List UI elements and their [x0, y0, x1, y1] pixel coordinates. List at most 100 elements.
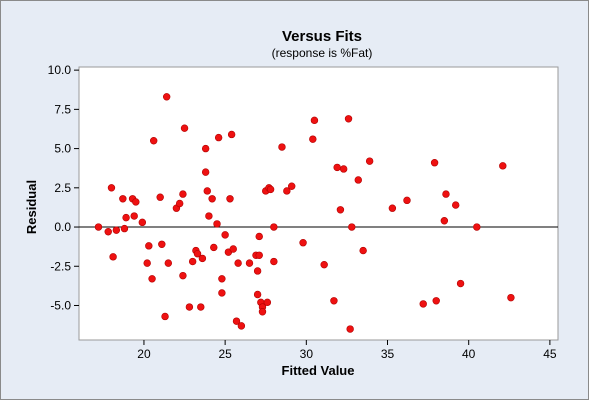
- y-tick-label: -2.5: [50, 259, 71, 273]
- data-point: [309, 135, 317, 143]
- data-point: [132, 198, 140, 206]
- y-tick-label: -5.0: [50, 298, 71, 312]
- data-point: [234, 259, 242, 267]
- data-point: [185, 303, 194, 311]
- x-tick-label: 35: [381, 347, 395, 361]
- data-point: [346, 325, 354, 333]
- data-point: [221, 231, 229, 239]
- data-point: [156, 193, 164, 201]
- x-tick-label: 20: [137, 347, 151, 361]
- data-point: [299, 239, 307, 247]
- data-point: [175, 199, 184, 208]
- data-point: [339, 165, 348, 173]
- y-tick-label: 5.0: [54, 142, 71, 156]
- data-point: [213, 220, 221, 228]
- data-point: [403, 196, 411, 205]
- data-point: [253, 290, 262, 299]
- data-point: [237, 322, 246, 330]
- data-point: [208, 195, 216, 203]
- chart-subtitle: (response is %Fat): [272, 46, 373, 60]
- data-point: [94, 223, 103, 231]
- data-point: [288, 182, 296, 190]
- data-point: [130, 212, 138, 220]
- data-point: [122, 213, 130, 222]
- data-point: [388, 204, 397, 212]
- y-tick-label: 10.0: [48, 63, 72, 77]
- y-axis-label: Residual: [24, 180, 39, 234]
- data-point: [473, 223, 481, 231]
- x-tick-label: 40: [462, 347, 476, 361]
- data-point: [336, 206, 345, 214]
- x-tick-label: 25: [218, 347, 232, 361]
- data-point: [270, 257, 278, 266]
- y-tick-label: 0.0: [54, 220, 71, 234]
- data-point: [320, 260, 328, 269]
- data-point: [442, 190, 450, 198]
- data-point: [179, 190, 187, 198]
- data-point: [255, 232, 263, 241]
- data-point: [440, 217, 449, 225]
- data-point: [180, 124, 189, 132]
- data-point: [188, 257, 197, 266]
- data-point: [359, 246, 367, 255]
- data-point: [218, 275, 226, 283]
- data-point: [348, 223, 356, 231]
- plot-area: [78, 66, 559, 341]
- data-point: [112, 226, 121, 234]
- data-point: [245, 259, 254, 267]
- data-point: [138, 218, 147, 227]
- data-point: [266, 185, 275, 194]
- data-point: [227, 130, 236, 139]
- data-point: [226, 195, 234, 203]
- data-point: [210, 243, 218, 252]
- data-point: [104, 228, 112, 236]
- data-point: [365, 157, 374, 165]
- data-point: [120, 224, 129, 233]
- x-axis: 20 25 30 35 40 45: [137, 340, 557, 361]
- data-point: [432, 297, 440, 305]
- data-point: [201, 168, 210, 176]
- data-point: [452, 201, 460, 209]
- data-point: [193, 250, 202, 258]
- data-point: [333, 163, 341, 172]
- data-point: [344, 115, 353, 123]
- data-point: [201, 144, 210, 153]
- data-point: [164, 259, 173, 267]
- data-point: [161, 312, 169, 321]
- data-point: [419, 300, 427, 308]
- data-point: [149, 137, 158, 145]
- x-tick-label: 45: [543, 347, 557, 361]
- data-point: [283, 187, 291, 195]
- data-points: [94, 93, 515, 333]
- data-point: [499, 162, 507, 170]
- data-point: [143, 259, 151, 267]
- chart-title: Versus Fits: [282, 28, 362, 45]
- data-point: [232, 317, 241, 325]
- data-point: [253, 267, 262, 275]
- data-point: [205, 212, 213, 220]
- data-point: [278, 143, 286, 151]
- y-axis: -5.0 -2.5 0.0 2.5 5.0 7.5 10.0: [48, 63, 79, 312]
- data-point: [258, 308, 267, 316]
- data-point: [158, 240, 166, 248]
- data-point: [263, 298, 272, 307]
- data-point: [255, 251, 263, 259]
- data-point: [507, 293, 515, 302]
- data-point: [310, 116, 319, 125]
- data-point: [456, 279, 465, 288]
- data-point: [198, 254, 207, 263]
- data-point: [430, 159, 439, 167]
- data-point: [354, 176, 362, 184]
- y-tick-label: 2.5: [54, 181, 71, 195]
- data-point: [109, 253, 117, 261]
- data-point: [229, 245, 237, 253]
- x-tick-label: 30: [300, 347, 314, 361]
- data-point: [218, 289, 226, 297]
- data-point: [119, 195, 127, 203]
- data-point: [179, 271, 187, 280]
- data-point: [330, 297, 338, 305]
- data-point: [145, 242, 153, 250]
- data-point: [197, 303, 205, 311]
- data-point: [162, 93, 171, 101]
